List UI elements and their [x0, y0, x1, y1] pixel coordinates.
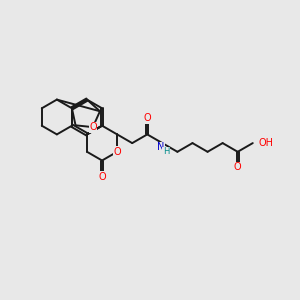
Text: O: O [234, 162, 242, 172]
Text: O: O [89, 122, 97, 132]
Text: OH: OH [258, 138, 273, 148]
Text: O: O [113, 147, 121, 157]
Text: N: N [157, 142, 164, 152]
Text: H: H [163, 147, 169, 156]
Text: O: O [143, 113, 151, 123]
Text: O: O [98, 172, 106, 182]
